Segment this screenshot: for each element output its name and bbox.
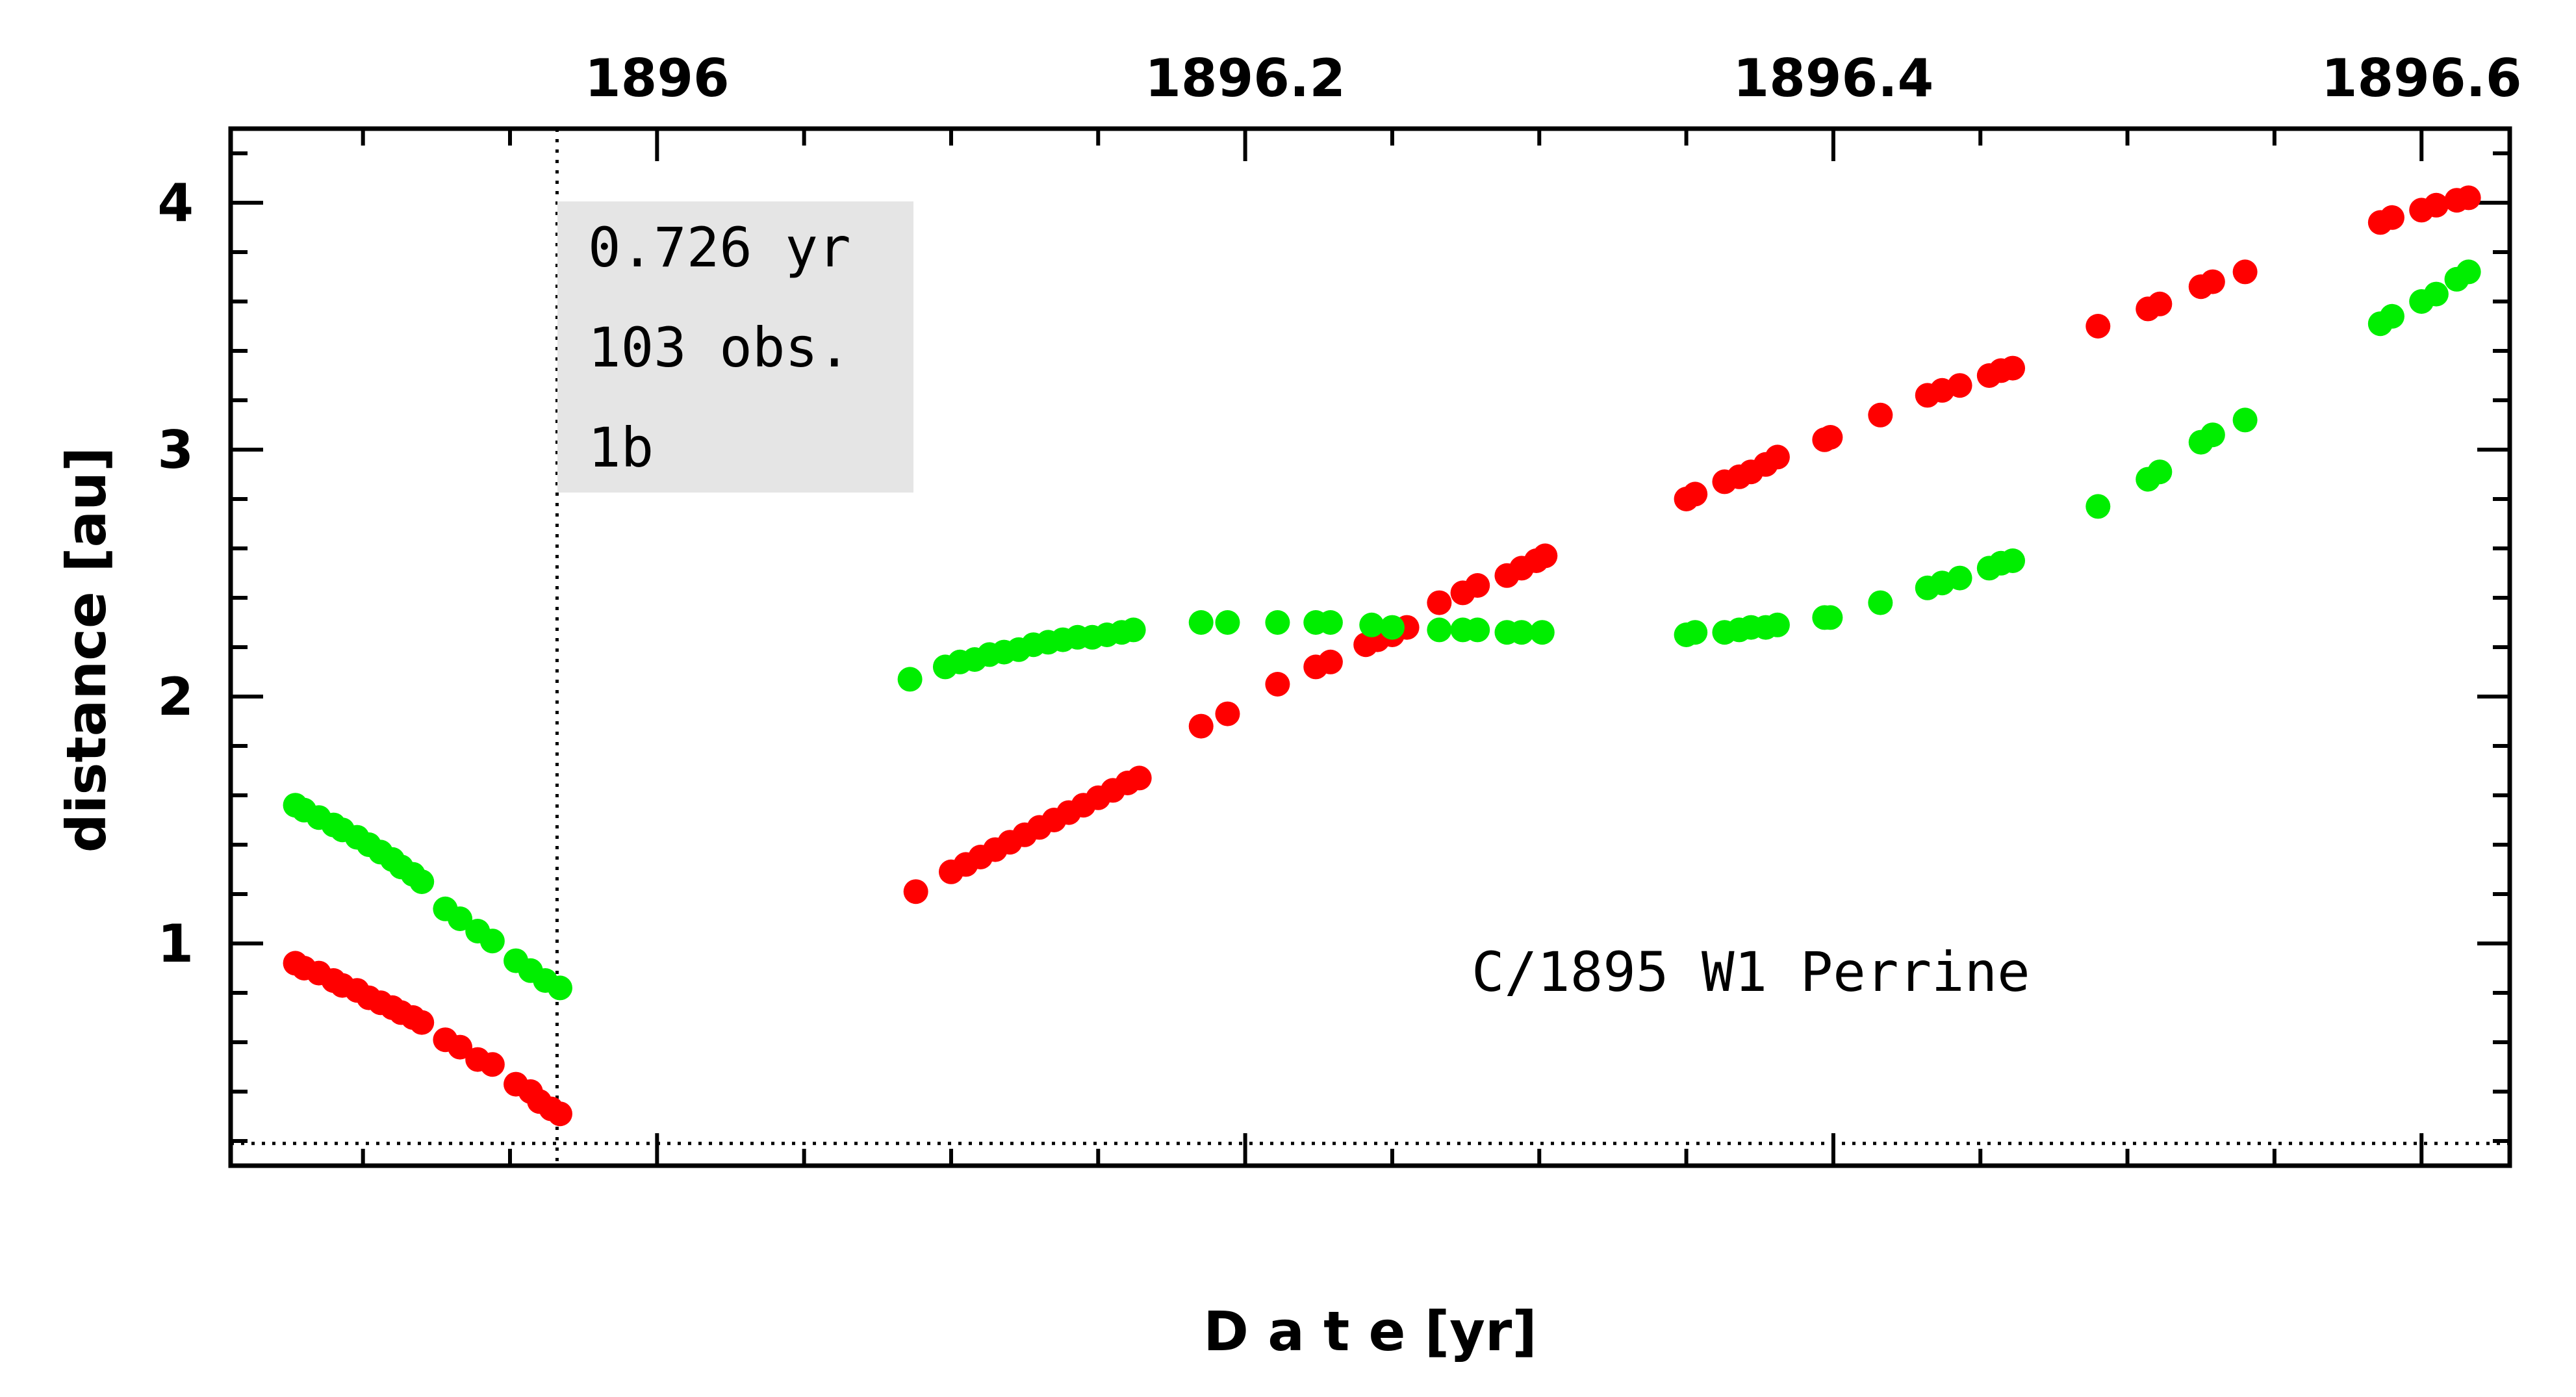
data-point [1509, 620, 1535, 645]
data-point [1683, 620, 1708, 645]
data-point [1188, 610, 1214, 635]
data-point [2000, 548, 2026, 573]
data-point [1188, 713, 1214, 739]
data-point [547, 1101, 572, 1127]
y-tick-label: 1 [157, 914, 194, 974]
data-point [1465, 617, 1490, 643]
y-tick-label: 2 [157, 667, 194, 727]
x-tick-label: 1896 [585, 48, 730, 109]
data-point [1318, 649, 1343, 674]
data-point [2423, 281, 2449, 307]
data-point [2456, 185, 2481, 211]
series-1 [283, 259, 2481, 1001]
data-point [2085, 314, 2111, 339]
data-point [1765, 612, 1790, 637]
data-point [1215, 701, 1240, 726]
data-point [2456, 259, 2481, 285]
data-point [1868, 402, 1893, 428]
annotation-line-2: 103 obs. [588, 316, 851, 379]
data-point [1427, 617, 1452, 643]
data-point [479, 929, 505, 954]
data-point [2085, 494, 2111, 519]
data-point [409, 869, 435, 894]
data-point [897, 667, 923, 692]
data-point [1427, 590, 1452, 615]
data-point [1318, 610, 1343, 635]
y-tick-label: 4 [157, 173, 194, 233]
data-point [2200, 422, 2225, 448]
data-point [2147, 291, 2173, 316]
data-point [479, 1052, 505, 1077]
data-point [1818, 605, 1843, 630]
x-tick-label: 1896.4 [1733, 48, 1934, 109]
annotation-line-1: 0.726 yr [588, 216, 851, 279]
data-point [1818, 425, 1843, 450]
data-point [2200, 269, 2225, 294]
data-point [1265, 672, 1290, 697]
data-point [2232, 259, 2258, 285]
data-point [1683, 481, 1708, 507]
data-point [2379, 303, 2404, 329]
data-point [2147, 459, 2173, 485]
object-label: C/1895 W1 Perrine [1472, 940, 2030, 1004]
data-point [547, 975, 572, 1001]
annotation-box-bg [557, 201, 913, 493]
data-point [409, 1010, 435, 1035]
data-point [448, 906, 473, 931]
data-point [1265, 610, 1290, 635]
y-axis-label: distance [au] [55, 447, 118, 853]
data-point [1465, 573, 1490, 598]
data-point [1215, 610, 1240, 635]
data-point [448, 1034, 473, 1060]
data-point [1379, 615, 1405, 640]
data-points [283, 185, 2481, 1127]
data-point [1533, 543, 1558, 569]
data-point [2379, 205, 2404, 230]
data-point [1765, 444, 1790, 470]
annotation-line-3: 1b [588, 416, 654, 480]
data-point [1359, 612, 1384, 637]
data-point [1121, 617, 1146, 643]
data-point [1127, 765, 1152, 791]
axis-ticks [231, 129, 2510, 1166]
data-point [2000, 355, 2026, 381]
x-tick-label: 1896.6 [2321, 48, 2522, 109]
x-tick-label: 1896.2 [1145, 48, 1345, 109]
annotation-box: 0.726 yr 103 obs. 1b [557, 201, 913, 493]
y-tick-label: 3 [157, 420, 194, 480]
data-point [2232, 407, 2258, 433]
data-point [1868, 590, 1893, 615]
data-point [2423, 192, 2449, 218]
data-point [1947, 565, 1972, 591]
data-point [903, 879, 928, 904]
data-point [1529, 620, 1555, 645]
data-point [1947, 373, 1972, 398]
x-axis-label: D a t e [yr] [1203, 1300, 1537, 1363]
tick-labels: 1896 1896.2 1896.4 1896.6 1 2 3 4 [157, 48, 2521, 974]
